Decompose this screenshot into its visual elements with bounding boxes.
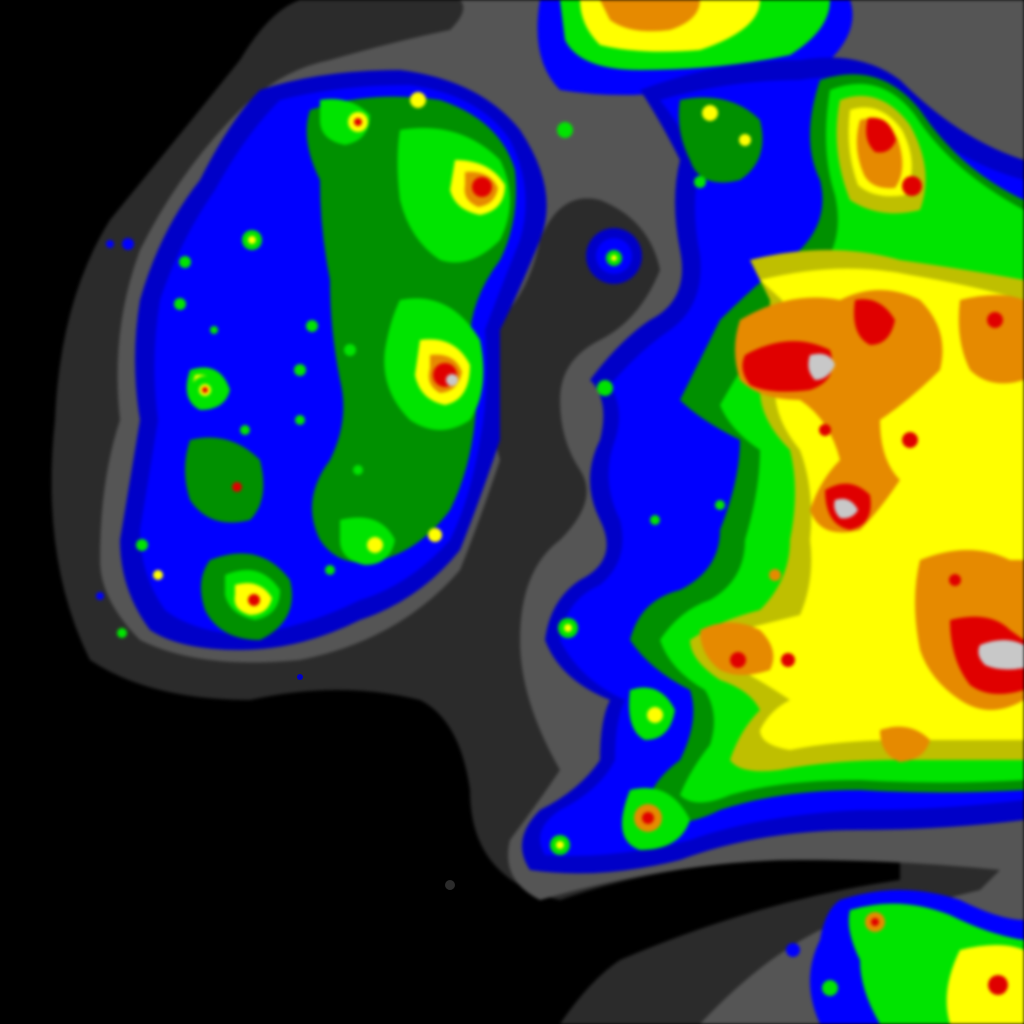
isle-of-man [586, 228, 642, 284]
britain-west-town-glows [557, 105, 781, 581]
brittany-layers [786, 890, 1024, 1024]
ireland-level-11 [446, 374, 458, 386]
britain-level-10 [730, 117, 1024, 694]
ireland-town-glows [96, 92, 442, 638]
cornwall-towns [550, 618, 663, 855]
britain-level-11 [808, 353, 1024, 670]
offshore-specks [297, 674, 455, 890]
